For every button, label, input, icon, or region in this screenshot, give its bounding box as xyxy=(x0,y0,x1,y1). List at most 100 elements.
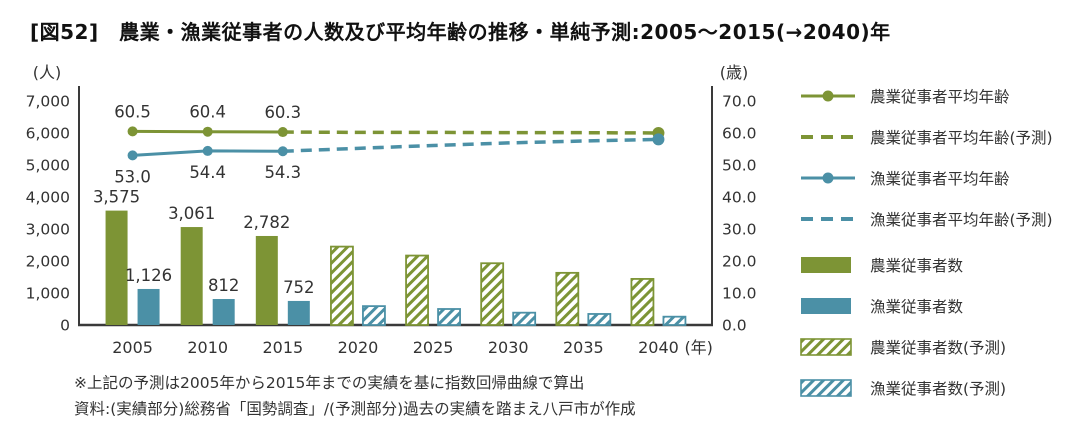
legend-label: 農業従事者平均年齢(予測) xyxy=(870,129,1053,147)
bar-series: 1,126 812 752 xyxy=(125,266,315,325)
bar-series: 3,575 3,061 2,782 xyxy=(93,188,290,325)
hatched-bar-swatch-fishery-icon xyxy=(800,379,856,397)
bar xyxy=(555,271,580,326)
legend-item-farm-count-forecast: 農業従事者数(予測) xyxy=(800,335,1076,359)
line-series: 60.5 60.4 60.3 xyxy=(114,102,301,138)
x-tick: 2015 xyxy=(262,338,303,357)
bar-value-label: 1,126 xyxy=(125,266,172,285)
left-tick: 2,000 xyxy=(26,253,70,271)
x-axis-unit: (年) xyxy=(684,338,713,357)
bar xyxy=(480,262,505,326)
solid-bar-swatch-farm-icon xyxy=(800,256,856,274)
point-marker xyxy=(202,145,213,156)
legend-item-fishery-age-forecast: 漁業従事者平均年齢(予測) xyxy=(800,207,1076,231)
right-tick: 20.0 xyxy=(722,253,757,271)
legend-label: 漁業従事者平均年齢 xyxy=(870,170,1010,188)
bar xyxy=(180,227,203,325)
right-tick: 50.0 xyxy=(722,157,757,175)
line-value-label: 60.4 xyxy=(189,103,226,122)
point-marker xyxy=(127,150,138,161)
end-point-marker xyxy=(652,133,665,146)
right-axis-unit: (歳) xyxy=(720,63,749,82)
legend-label: 農業従事者数 xyxy=(870,257,964,275)
footnote-source: 資料:(実績部分)総務省「国勢調査」/(予測部分)過去の実績を踏まえ八戸市が作成 xyxy=(74,400,636,418)
right-tick: 60.0 xyxy=(722,125,757,143)
bar-value-label: 2,782 xyxy=(243,213,290,232)
legend-item-farm-age-forecast: 農業従事者平均年齢(予測) xyxy=(800,125,1076,149)
x-tick: 2025 xyxy=(413,338,454,357)
bar xyxy=(105,210,128,325)
line-series xyxy=(282,127,665,139)
legend-item-fishery-age: 漁業従事者平均年齢 xyxy=(800,166,1076,190)
bar-value-label: 752 xyxy=(283,278,315,297)
solid-line-marker-swatch-fishery-icon xyxy=(800,171,856,185)
footnote-method: ※上記の予測は2005年から2015年までの実績を基に指数回帰曲線で算出 xyxy=(74,374,585,392)
legend-label: 農業従事者平均年齢 xyxy=(870,88,1010,106)
dashed-line-swatch-fishery-icon xyxy=(800,212,856,226)
right-tick: 70.0 xyxy=(722,93,757,111)
forecast-line xyxy=(282,130,659,135)
legend-item-fishery-count: 漁業従事者数 xyxy=(800,294,1076,318)
left-tick: 0 xyxy=(60,317,70,335)
bar xyxy=(137,288,160,325)
solid-bar-swatch-fishery-icon xyxy=(800,297,856,315)
forecast-line xyxy=(282,137,659,153)
bar-series xyxy=(330,245,655,326)
dashed-line-swatch-farm-icon xyxy=(800,130,856,144)
right-tick: 30.0 xyxy=(722,221,757,239)
legend-item-farm-age: 農業従事者平均年齢 xyxy=(800,84,1076,108)
hatched-bar-swatch-farm-icon xyxy=(800,338,856,356)
x-tick: 2010 xyxy=(187,338,228,357)
line-value-label: 54.3 xyxy=(264,163,301,182)
bar xyxy=(630,278,655,326)
bar-value-label: 3,575 xyxy=(93,188,140,207)
legend-label: 漁業従事者平均年齢(予測) xyxy=(870,211,1053,229)
axis-tick-labels: 0 1,000 2,000 3,000 4,000 5,000 6,000 7,000 0.0 1… xyxy=(26,63,757,335)
x-tick: 2040 xyxy=(638,338,679,357)
bar-value-label: 812 xyxy=(208,276,240,295)
legend-label: 漁業従事者数 xyxy=(870,298,964,316)
point-marker xyxy=(202,126,213,137)
left-tick: 5,000 xyxy=(26,157,70,175)
bar xyxy=(437,308,461,326)
legend-item-fishery-count-forecast: 漁業従事者数(予測) xyxy=(800,376,1076,400)
legend-item-farm-count: 農業従事者数 xyxy=(800,253,1076,277)
bar xyxy=(587,313,612,326)
line-series: 53.0 54.4 54.3 xyxy=(114,145,301,186)
bar-series xyxy=(362,305,687,326)
bar xyxy=(362,305,386,326)
left-tick: 4,000 xyxy=(26,189,70,207)
chart-legend: 農業従事者平均年齢 農業従事者平均年齢(予測) 漁業従事者平均年齢 漁業従事者平… xyxy=(800,84,1076,417)
left-tick: 6,000 xyxy=(26,125,70,143)
bar xyxy=(512,311,537,326)
bar xyxy=(662,315,687,326)
bar xyxy=(330,245,354,326)
x-tick: 2035 xyxy=(563,338,604,357)
left-tick: 1,000 xyxy=(26,285,70,303)
page-title: [図52] 農業・漁業従事者の人数及び平均年齢の推移・単純予測:2005〜201… xyxy=(30,20,891,44)
line-value-label: 60.3 xyxy=(264,103,301,122)
x-tick: 2005 xyxy=(112,338,153,357)
line-value-label: 54.4 xyxy=(189,163,226,182)
line-value-label: 53.0 xyxy=(114,167,151,186)
footnotes: ※上記の予測は2005年から2015年までの実績を基に指数回帰曲線で算出 資料:… xyxy=(74,370,636,422)
right-tick: 10.0 xyxy=(722,285,757,303)
legend-label: 漁業従事者数(予測) xyxy=(870,380,1007,398)
combo-chart-area: 0 1,000 2,000 3,000 4,000 5,000 6,000 7,000 0.0 1… xyxy=(0,55,770,395)
combo-chart: 0 1,000 2,000 3,000 4,000 5,000 6,000 7,000 0.0 1… xyxy=(26,63,757,357)
line-series xyxy=(282,133,665,153)
x-tick: 2030 xyxy=(488,338,529,357)
right-tick: 0.0 xyxy=(722,317,747,335)
solid-line-marker-swatch-farm-icon xyxy=(800,89,856,103)
point-marker xyxy=(127,126,138,137)
line-value-label: 60.5 xyxy=(114,102,151,121)
legend-label: 農業従事者数(予測) xyxy=(870,339,1007,357)
bar xyxy=(287,300,310,325)
bar xyxy=(255,235,278,325)
bar-value-label: 3,061 xyxy=(168,204,215,223)
bar xyxy=(405,254,429,326)
left-tick: 3,000 xyxy=(26,221,70,239)
x-tick: 2020 xyxy=(338,338,379,357)
bar xyxy=(212,299,235,325)
